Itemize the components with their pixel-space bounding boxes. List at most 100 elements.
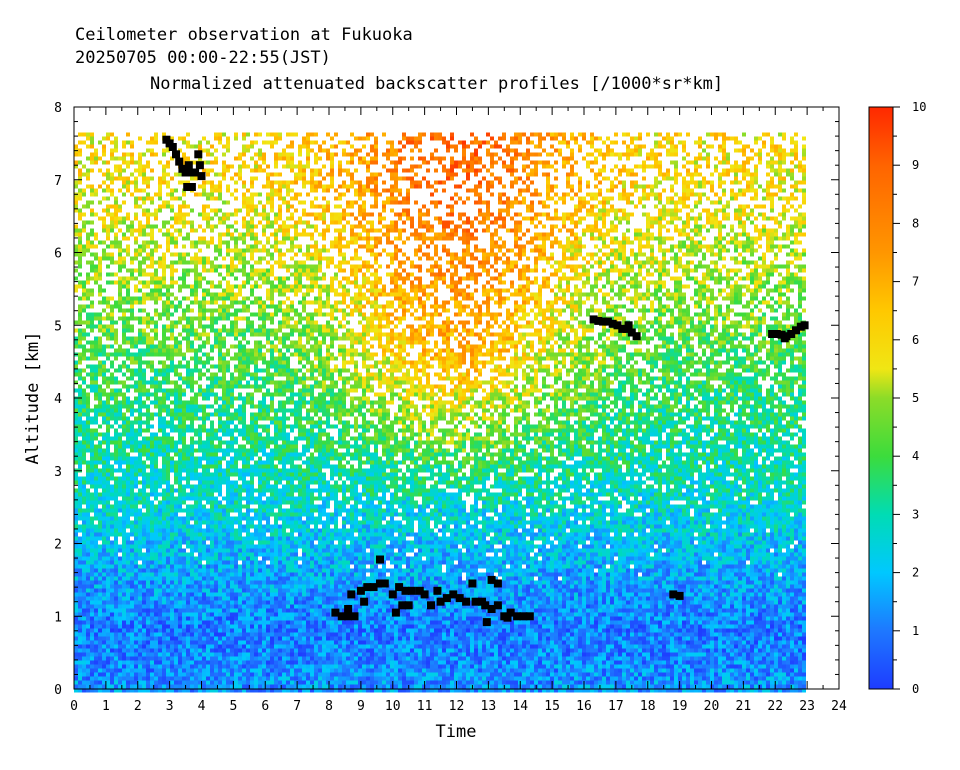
heatmap-cell (578, 184, 582, 189)
heatmap-cell (698, 304, 702, 309)
heatmap-cell (414, 228, 418, 233)
heatmap-cell (126, 320, 130, 325)
heatmap-cell (610, 304, 614, 309)
heatmap-cell (678, 328, 682, 333)
heatmap-cell (538, 292, 542, 297)
heatmap-cell (202, 228, 206, 233)
heatmap-cell (778, 284, 782, 289)
heatmap-cell (134, 300, 138, 305)
heatmap-cell (438, 156, 442, 161)
heatmap-cell (646, 224, 650, 229)
heatmap-cell (746, 288, 750, 293)
heatmap-cell (794, 276, 798, 281)
heatmap-cell (326, 260, 330, 265)
heatmap-cell (350, 232, 354, 237)
heatmap-cell (270, 296, 274, 301)
heatmap-cell (502, 148, 506, 153)
heatmap-cell (286, 276, 290, 281)
heatmap-cell (654, 308, 658, 313)
heatmap-cell (454, 224, 458, 229)
heatmap-cell (330, 244, 334, 249)
heatmap-cell (206, 204, 210, 209)
heatmap-cell (394, 160, 398, 165)
heatmap-cell (166, 292, 170, 297)
heatmap-cell (306, 276, 310, 281)
heatmap-cell (602, 292, 606, 297)
heatmap-cell (266, 220, 270, 225)
heatmap-cell (346, 172, 350, 177)
heatmap-cell (414, 248, 418, 253)
heatmap-cell (678, 300, 682, 305)
heatmap-cell (150, 136, 154, 141)
heatmap-cell (430, 316, 434, 321)
heatmap-cell (78, 192, 82, 197)
heatmap-cell (702, 192, 706, 197)
heatmap-cell (162, 280, 166, 285)
heatmap-cell (434, 216, 438, 221)
heatmap-cell (738, 284, 742, 289)
heatmap-cell (546, 180, 550, 185)
heatmap-cell (406, 212, 410, 217)
heatmap-cell (462, 232, 466, 237)
heatmap-cell (586, 180, 590, 185)
heatmap-cell (670, 176, 674, 181)
heatmap-cell (214, 172, 218, 177)
heatmap-cell (778, 292, 782, 297)
heatmap-cell (334, 212, 338, 217)
heatmap-cell (198, 276, 202, 281)
heatmap-cell (338, 140, 342, 145)
heatmap-cell (338, 204, 342, 209)
heatmap-cell (570, 276, 574, 281)
heatmap-cell (410, 312, 414, 317)
heatmap-cell (754, 140, 758, 145)
heatmap-cell (250, 284, 254, 289)
heatmap-cell (742, 304, 746, 309)
heatmap-cell (310, 300, 314, 305)
heatmap-cell (666, 212, 670, 217)
heatmap-cell (562, 220, 566, 225)
heatmap-cell (206, 196, 210, 201)
heatmap-cell (426, 312, 430, 317)
heatmap-cell (130, 268, 134, 273)
heatmap-cell (246, 272, 250, 277)
heatmap-cell (734, 196, 738, 201)
heatmap-cell (722, 188, 726, 193)
heatmap-cell (102, 216, 106, 221)
heatmap-cell (490, 192, 494, 197)
heatmap-cell (506, 204, 510, 209)
heatmap-cell (670, 316, 674, 321)
heatmap-cell (106, 224, 110, 229)
heatmap-cell (358, 284, 362, 289)
heatmap-cell (222, 164, 226, 169)
heatmap-cell (306, 284, 310, 289)
heatmap-cell (338, 212, 342, 217)
heatmap-cell (542, 276, 546, 281)
heatmap-cell (746, 300, 750, 305)
heatmap-cell (354, 248, 358, 253)
heatmap-cell (622, 272, 626, 277)
heatmap-cell (766, 244, 770, 249)
heatmap-cell (470, 296, 474, 301)
heatmap-cell (90, 240, 94, 245)
heatmap-cell (566, 156, 570, 161)
heatmap-cell (678, 280, 682, 285)
heatmap-cell (682, 328, 686, 333)
heatmap-cell (278, 260, 282, 265)
heatmap-cell (654, 316, 658, 321)
heatmap-cell (146, 280, 150, 285)
heatmap-cell (730, 188, 734, 193)
heatmap-cell (126, 212, 130, 217)
heatmap-cell (502, 268, 506, 273)
heatmap-cell (782, 168, 786, 173)
heatmap-cell (118, 296, 122, 301)
heatmap-cell (234, 312, 238, 317)
heatmap-cell (566, 228, 570, 233)
heatmap-cell (182, 152, 186, 157)
heatmap-cell (170, 264, 174, 269)
heatmap-cell (470, 156, 474, 161)
heatmap-cell (470, 224, 474, 229)
heatmap-cell (186, 320, 190, 325)
heatmap-cell (122, 180, 126, 185)
heatmap-cell (690, 216, 694, 221)
heatmap-cell (534, 168, 538, 173)
